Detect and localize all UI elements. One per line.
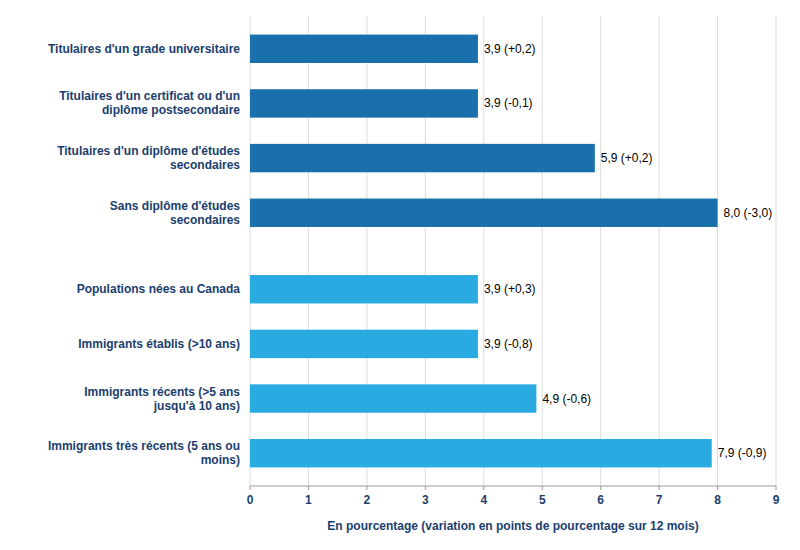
category-label: Populations nées au Canada bbox=[77, 282, 241, 296]
bar bbox=[250, 199, 718, 227]
bar bbox=[250, 439, 712, 467]
grid-line bbox=[542, 16, 543, 486]
data-label: 4,9 (-0,6) bbox=[542, 392, 591, 406]
tick-label: 4 bbox=[480, 493, 487, 507]
bar bbox=[250, 330, 478, 358]
grid-line bbox=[483, 16, 484, 486]
tick-label: 2 bbox=[364, 493, 371, 507]
category-label: Titulaires d'un certificat ou d'undiplôm… bbox=[59, 89, 240, 117]
tick bbox=[659, 486, 660, 490]
grid bbox=[250, 16, 776, 486]
tick-label: 5 bbox=[539, 493, 546, 507]
grid-line bbox=[717, 16, 718, 486]
tick-label: 6 bbox=[597, 493, 604, 507]
grid-line bbox=[366, 16, 367, 486]
category-label: Sans diplôme d'étudessecondaires bbox=[110, 199, 241, 227]
tick bbox=[600, 486, 601, 490]
grid-line bbox=[776, 16, 777, 486]
grid-line bbox=[659, 16, 660, 486]
x-axis: 0 1 2 3 4 5 6 7 8 9 bbox=[247, 486, 780, 507]
tick-label: 0 bbox=[247, 493, 254, 507]
bar bbox=[250, 89, 478, 117]
grid-line bbox=[250, 16, 251, 486]
tick-label: 3 bbox=[422, 493, 429, 507]
bars bbox=[250, 35, 718, 468]
tick-label: 9 bbox=[773, 493, 780, 507]
tick bbox=[250, 486, 251, 490]
data-label: 3,9 (-0,8) bbox=[484, 337, 533, 351]
tick bbox=[308, 486, 309, 490]
data-label: 3,9 (+0,3) bbox=[484, 282, 536, 296]
grid-line bbox=[425, 16, 426, 486]
data-labels: 3,9 (+0,2) 3,9 (-0,1) 5,9 (+0,2) 8,0 (-3,0)… bbox=[484, 42, 772, 460]
tick bbox=[542, 486, 543, 490]
y-axis: Titulaires d'un grade universitaire Titul… bbox=[48, 42, 240, 467]
tick-label: 7 bbox=[656, 493, 663, 507]
category-label: Titulaires d'un grade universitaire bbox=[48, 42, 240, 56]
tick-label: 8 bbox=[714, 493, 721, 507]
tick bbox=[717, 486, 718, 490]
data-label: 3,9 (+0,2) bbox=[484, 42, 536, 56]
x-axis-label: En pourcentage (variation en points de p… bbox=[327, 519, 698, 533]
category-label: Immigrants établis (>10 ans) bbox=[78, 337, 240, 351]
bar bbox=[250, 35, 478, 63]
data-label: 5,9 (+0,2) bbox=[601, 151, 653, 165]
data-label: 7,9 (-0,9) bbox=[718, 446, 767, 460]
grid-line bbox=[308, 16, 309, 486]
data-label: 3,9 (-0,1) bbox=[484, 96, 533, 110]
tick bbox=[425, 486, 426, 490]
grid-line bbox=[600, 16, 601, 486]
chart: 3,9 (+0,2) 3,9 (-0,1) 5,9 (+0,2) 8,0 (-3,0)… bbox=[0, 0, 800, 550]
category-label: Immigrants très récents (5 ans oumoins) bbox=[48, 439, 240, 467]
bar bbox=[250, 275, 478, 303]
tick bbox=[776, 486, 777, 490]
axis-line bbox=[250, 486, 776, 487]
category-label: Immigrants récents (>5 ansjusqu'à 10 ans… bbox=[84, 385, 240, 413]
data-label: 8,0 (-3,0) bbox=[724, 206, 773, 220]
tick bbox=[483, 486, 484, 490]
bar bbox=[250, 384, 536, 412]
tick-label: 1 bbox=[305, 493, 312, 507]
category-label: Titulaires d'un diplôme d'étudessecondai… bbox=[57, 144, 240, 172]
bar bbox=[250, 144, 595, 172]
tick bbox=[366, 486, 367, 490]
